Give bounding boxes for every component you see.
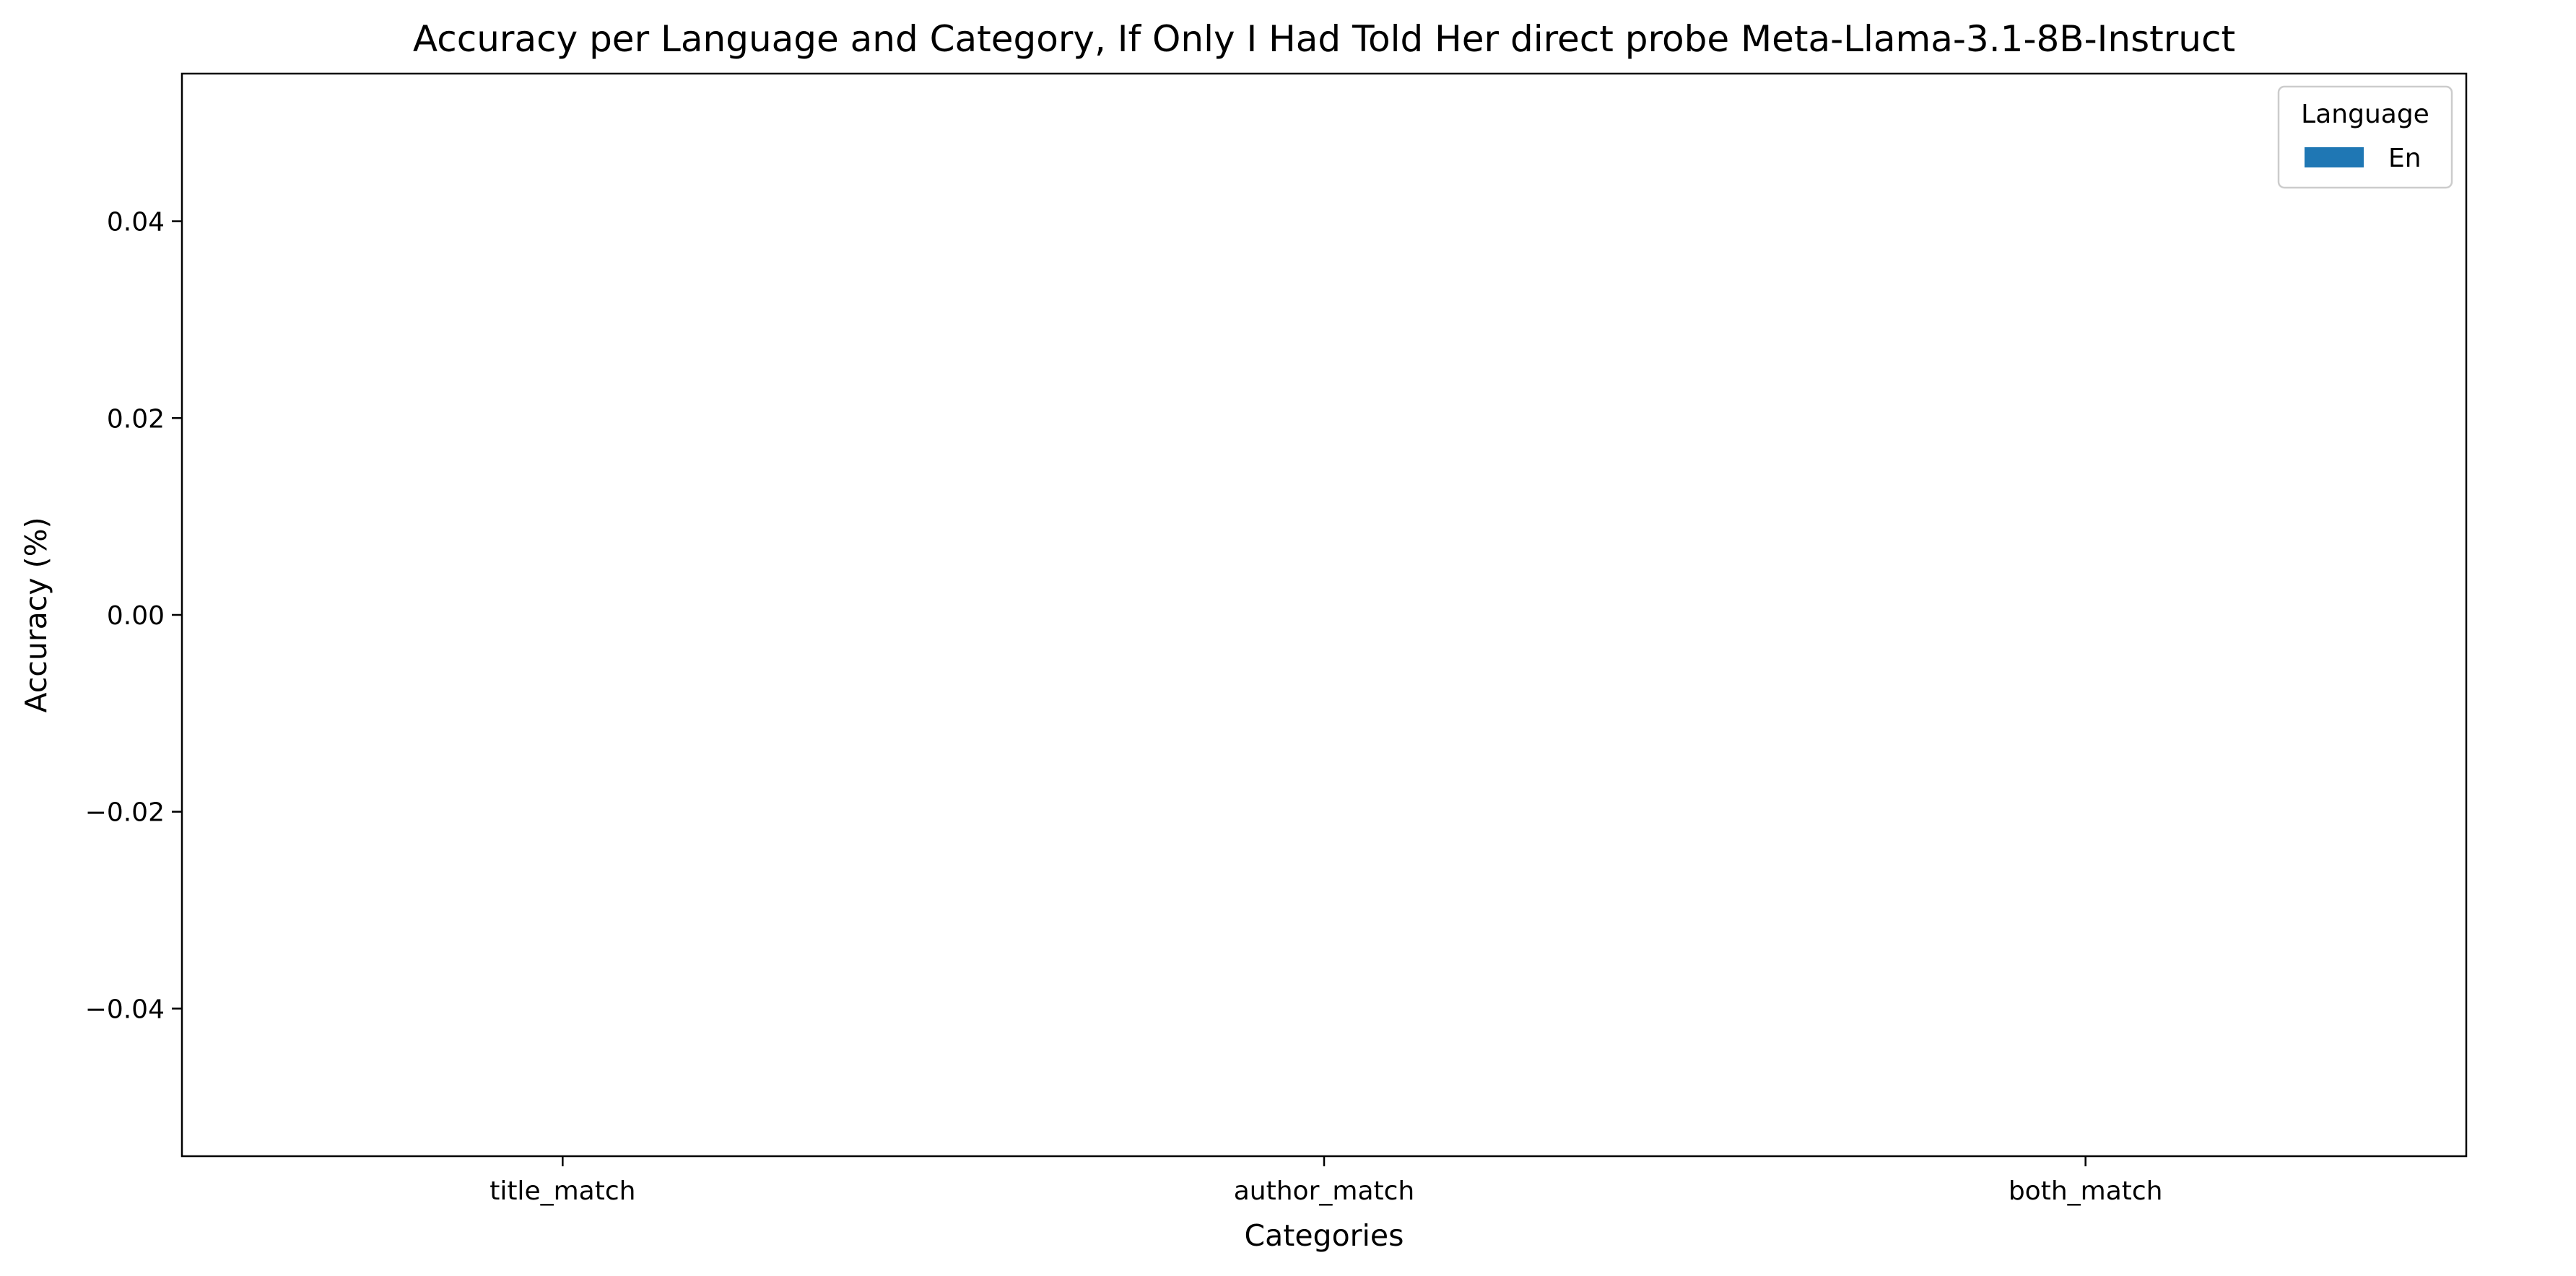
y-tick-label: −0.02	[85, 798, 165, 828]
y-axis-label: Accuracy (%)	[19, 517, 53, 712]
x-tick-label: title_match	[489, 1176, 635, 1206]
legend-swatch-en	[2305, 147, 2364, 167]
x-tick-label: author_match	[1234, 1176, 1415, 1206]
y-tick-label: 0.04	[107, 208, 165, 237]
x-axis: title_match author_match both_match	[489, 1156, 2163, 1206]
x-tick-label: both_match	[2009, 1176, 2163, 1206]
y-tick-label: −0.04	[85, 995, 165, 1024]
plot-area	[180, 72, 2468, 1158]
legend-title: Language	[2301, 100, 2429, 129]
legend: Language En	[2277, 85, 2453, 189]
legend-label-en: En	[2388, 144, 2421, 173]
y-tick-label: 0.00	[107, 601, 165, 631]
chart-title: Accuracy per Language and Category, If O…	[413, 18, 2235, 60]
y-tick-label: 0.02	[107, 404, 165, 434]
y-axis: −0.04 −0.02 0.00 0.02 0.04	[85, 208, 182, 1024]
x-axis-label: Categories	[1245, 1218, 1404, 1253]
